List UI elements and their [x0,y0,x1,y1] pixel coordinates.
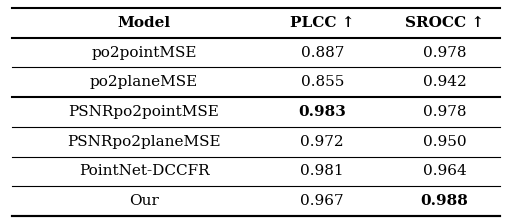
Text: 0.942: 0.942 [422,75,466,89]
Text: 0.967: 0.967 [301,194,344,208]
Text: Our: Our [129,194,159,208]
Text: 0.950: 0.950 [422,135,466,149]
Text: SROCC ↑: SROCC ↑ [405,16,484,30]
Text: 0.855: 0.855 [301,75,344,89]
Text: PLCC ↑: PLCC ↑ [290,16,354,30]
Text: po2planeMSE: po2planeMSE [90,75,198,89]
Text: PointNet-DCCFR: PointNet-DCCFR [79,164,209,178]
Text: Model: Model [117,16,170,30]
Text: PSNRpo2pointMSE: PSNRpo2pointMSE [69,105,220,119]
Text: 0.981: 0.981 [301,164,344,178]
Text: 0.978: 0.978 [423,105,466,119]
Text: po2pointMSE: po2pointMSE [91,46,197,60]
Text: 0.964: 0.964 [422,164,466,178]
Text: 0.887: 0.887 [301,46,344,60]
Text: 0.988: 0.988 [420,194,468,208]
Text: 0.972: 0.972 [301,135,344,149]
Text: 0.978: 0.978 [423,46,466,60]
Text: PSNRpo2planeMSE: PSNRpo2planeMSE [67,135,221,149]
Text: 0.983: 0.983 [298,105,346,119]
